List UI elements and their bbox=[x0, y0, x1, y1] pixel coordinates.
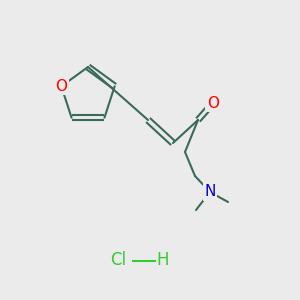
Text: N: N bbox=[204, 184, 216, 200]
Text: H: H bbox=[157, 251, 169, 269]
Text: O: O bbox=[56, 79, 68, 94]
Text: Cl: Cl bbox=[110, 251, 126, 269]
Text: O: O bbox=[207, 95, 219, 110]
